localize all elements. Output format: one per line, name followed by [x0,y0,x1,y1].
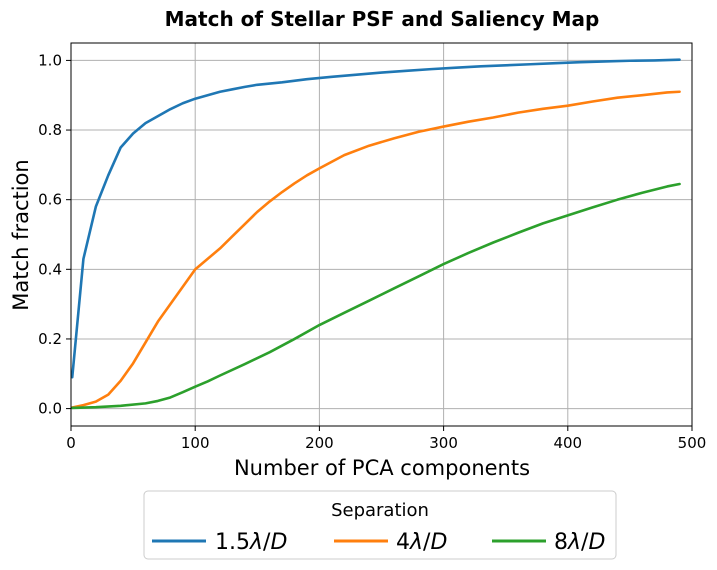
chart-title: Match of Stellar PSF and Saliency Map [165,7,600,31]
y-tick-label: 0.8 [38,121,62,139]
y-tick-label: 0.2 [38,330,62,348]
y-axis-ticks: 0.0 0.2 0.4 0.6 0.8 1.0 [38,51,71,418]
legend-title: Separation [331,500,429,521]
x-tick-label: 300 [429,434,458,452]
series-line-1 [70,90,681,409]
y-tick-label: 0.0 [38,400,62,418]
x-tick-label: 200 [305,434,334,452]
y-tick-label: 1.0 [38,51,62,69]
legend-label-0-prefix: 1.5 [215,530,250,555]
legend-label-2-lambda: λ [567,530,581,555]
legend-label-0-d: D [270,530,287,555]
legend-label-2-d: D [588,530,605,555]
y-tick-label: 0.6 [38,191,62,209]
legend-label-0-slash: / [263,530,271,555]
series-line-2 [70,182,681,410]
legend-label-0: 1.5λ/D [215,530,287,555]
y-axis-label: Match fraction [9,159,33,310]
legend-label-1-d: D [430,530,447,555]
y-tick-label: 0.4 [38,260,62,278]
plot-frame [70,42,693,427]
x-tick-label: 100 [181,434,210,452]
legend-label-0-lambda: λ [249,530,263,555]
series-group [70,58,681,410]
legend-label-1-lambda: λ [409,530,423,555]
x-tick-label: 500 [678,434,707,452]
legend-label-1: 4λ/D [396,530,447,555]
x-tick-label: 0 [66,434,76,452]
series-line-0 [70,58,681,379]
legend-label-1-slash: / [423,530,431,555]
x-axis-ticks: 0 100 200 300 400 500 [66,426,706,452]
legend-label-2: 8λ/D [554,530,605,555]
x-tick-label: 400 [553,434,582,452]
legend-label-2-prefix: 8 [554,530,568,555]
legend-label-2-slash: / [581,530,589,555]
legend: Separation 1.5λ/D 4λ/D 8λ/D [143,490,617,560]
legend-label-1-prefix: 4 [396,530,410,555]
x-axis-label: Number of PCA components [234,456,530,480]
